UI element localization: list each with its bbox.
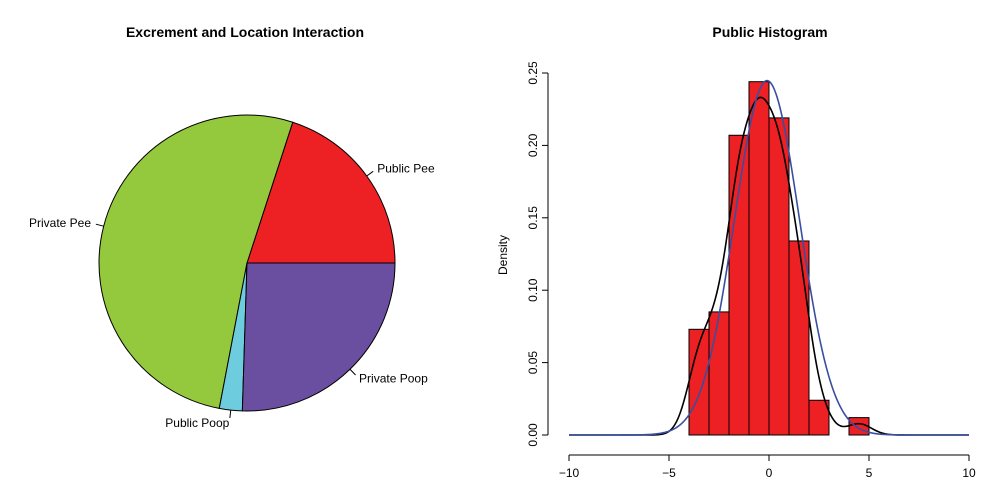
- pie-slice-public-pee: [246, 121, 396, 264]
- pie-chart: Excrement and Location Interaction Publi…: [29, 24, 435, 430]
- x-tick-label: −10: [559, 466, 580, 480]
- x-tick-label: 10: [962, 466, 976, 480]
- pie-label-public-pee: Public Pee: [377, 161, 435, 175]
- pie-label-tick-public-poop: [229, 410, 232, 419]
- histogram-bar: [728, 134, 750, 436]
- histogram-bar: [788, 240, 810, 436]
- y-tick-label: 0.15: [526, 206, 540, 230]
- histogram-bar: [708, 311, 730, 436]
- histogram-bar: [808, 399, 830, 436]
- x-tick-label: 0: [766, 466, 773, 480]
- x-tick-label: −5: [662, 466, 676, 480]
- pie-title: Excrement and Location Interaction: [126, 24, 364, 40]
- normal-density-curve: [569, 79, 969, 436]
- y-tick-label: 0.00: [526, 423, 540, 447]
- y-tick-label: 0.25: [526, 61, 540, 85]
- pie-slices: [98, 114, 396, 412]
- y-tick-label: 0.20: [526, 133, 540, 157]
- y-tick-label: 0.05: [526, 351, 540, 375]
- pie-label-tick-public-pee: [366, 170, 374, 177]
- histogram-chart: Public Histogram Density 0.00 0.05 0.10 0.1…: [496, 24, 976, 480]
- pie-labels: Public Pee Private Pee Public Poop Private …: [29, 161, 435, 430]
- y-axis-label: Density: [496, 235, 510, 275]
- pie-slice-private-pee: [98, 114, 294, 409]
- pie-label-public-poop: Public Poop: [165, 416, 229, 430]
- x-tick-label: 5: [866, 466, 873, 480]
- histogram-bars: [688, 81, 870, 436]
- pie-label-private-pee: Private Pee: [29, 216, 91, 230]
- pie-label-tick-private-poop: [349, 368, 356, 376]
- density-curves: [569, 79, 969, 436]
- pie-slice-private-poop: [241, 262, 396, 412]
- y-axis: 0.00 0.05 0.10 0.15 0.20 0.25: [526, 61, 549, 447]
- y-tick-label: 0.10: [526, 278, 540, 302]
- x-axis: −10 −5 0 5 10: [559, 454, 976, 480]
- pie-label-tick-private-pee: [95, 223, 104, 227]
- pie-label-private-poop: Private Poop: [359, 372, 428, 386]
- histogram-bar: [748, 81, 770, 436]
- hist-title: Public Histogram: [712, 24, 827, 40]
